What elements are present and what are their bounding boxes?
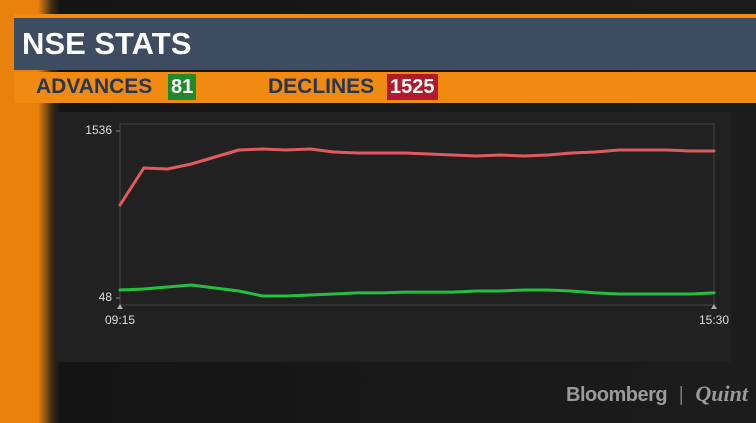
series-line (118, 283, 716, 298)
x-tick-label: 15:30 (699, 313, 729, 327)
declines-value: 1525 (387, 74, 438, 100)
y-tick-label: 48 (99, 290, 113, 304)
plot-frame (119, 123, 715, 306)
x-tick (117, 304, 123, 309)
brand: Bloomberg (566, 384, 668, 406)
partner: Quint (695, 381, 748, 406)
header-bar: NSE STATS (14, 14, 756, 70)
series-line (118, 147, 716, 207)
stats-band: ADVANCES 81 DECLINES 1525 (14, 72, 756, 103)
advances-label: ADVANCES (36, 75, 153, 98)
x-tick-label: 09:15 (105, 313, 135, 327)
footer-logo: Bloomberg | Quint (566, 381, 748, 406)
declines-label: DECLINES (268, 75, 375, 98)
x-tick (711, 304, 717, 309)
y-tick-label: 1536 (85, 123, 112, 137)
header-title: NSE STATS (22, 26, 192, 61)
advances-value: 81 (168, 74, 197, 100)
